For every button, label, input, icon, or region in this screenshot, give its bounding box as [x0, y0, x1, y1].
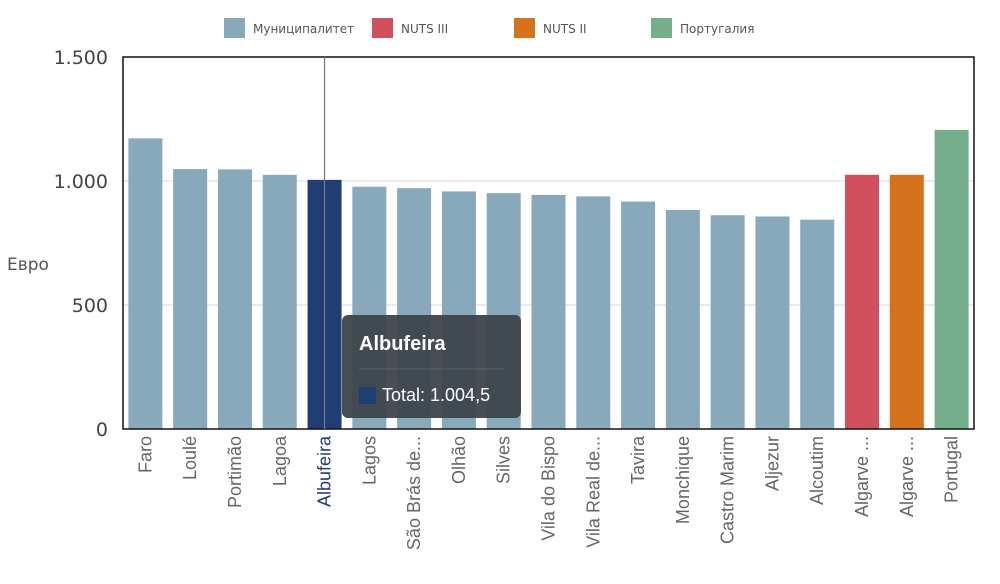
y-axis-ticks: 0 500 1.000 1.500	[54, 47, 108, 441]
bar-tavira-11	[621, 201, 656, 429]
x-tick-label: Faro	[135, 436, 155, 473]
y-tick-label: 1.000	[54, 171, 108, 193]
x-tick-label: Lagos	[359, 436, 379, 485]
bar-lagoa-3	[262, 174, 297, 429]
x-tick-label: São Brás de...	[404, 436, 424, 550]
bar-portugal-18	[934, 129, 969, 430]
legend-swatch-nuts-ii	[514, 18, 535, 38]
tooltip-value: Total: 1.004,5	[382, 385, 490, 405]
bar-algarve-17	[889, 174, 924, 429]
legend-label-nuts-iii: NUTS III	[401, 22, 448, 36]
tooltip: Albufeira Total: 1.004,5	[323, 57, 521, 429]
x-tick-label: Olhão	[449, 436, 469, 484]
plot-frame	[122, 56, 975, 430]
tooltip-swatch	[359, 387, 376, 404]
legend-label-португалия: Португалия	[680, 22, 754, 36]
x-tick-label: Algarve ...	[897, 436, 917, 517]
x-tick-label: Portimão	[225, 436, 245, 508]
y-tick-label: 1.500	[54, 47, 108, 69]
x-tick-label: Aljezur	[762, 436, 782, 491]
legend-label-муниципалитет: Муниципалитет	[253, 22, 354, 36]
x-tick-label: Castro Marim	[718, 436, 738, 544]
x-tick-label: Vila do Bispo	[539, 436, 559, 541]
y-axis-label: Евро	[7, 255, 49, 275]
legend-swatch-nuts-iii	[372, 18, 393, 38]
x-tick-label: Loulé	[180, 436, 200, 480]
x-tick-label: Algarve ...	[852, 436, 872, 517]
legend: Муниципалитет NUTS III NUTS II Португалия	[224, 18, 754, 38]
tooltip-title: Albufeira	[359, 333, 447, 355]
bar-portim-o-2	[217, 169, 252, 429]
x-tick-label: Silves	[494, 436, 514, 484]
tooltip-box	[342, 315, 521, 418]
bar-alcoutim-15	[800, 219, 835, 429]
x-tick-label: Albufeira	[315, 435, 335, 507]
x-tick-label: Lagoa	[270, 435, 290, 486]
legend-swatch-португалия	[651, 18, 672, 38]
x-tick-label: Alcoutim	[807, 436, 827, 505]
x-tick-label: Vila Real de...	[583, 436, 603, 548]
x-axis-ticks: Faro Loulé Portimão Lagoa Albufeira Lagos São …	[135, 435, 961, 550]
bar-vila-do-bispo-9	[531, 194, 566, 429]
bars	[128, 129, 969, 430]
bar-loul-1	[173, 169, 208, 429]
x-tick-label: Portugal	[942, 436, 962, 503]
x-tick-label: Tavira	[628, 435, 648, 484]
x-tick-label: Monchique	[673, 436, 693, 524]
bar-aljezur-14	[755, 216, 790, 429]
legend-swatch-муниципалитет	[224, 18, 245, 38]
bar-castro-marim-13	[710, 215, 745, 429]
bar-monchique-12	[665, 210, 700, 429]
legend-label-nuts-ii: NUTS II	[543, 22, 587, 36]
bar-algarve-16	[845, 174, 880, 429]
y-tick-label: 500	[72, 295, 108, 317]
bar-faro-0	[128, 138, 163, 429]
y-tick-label: 0	[96, 419, 108, 441]
bar-vila-real-de-10	[576, 196, 611, 429]
